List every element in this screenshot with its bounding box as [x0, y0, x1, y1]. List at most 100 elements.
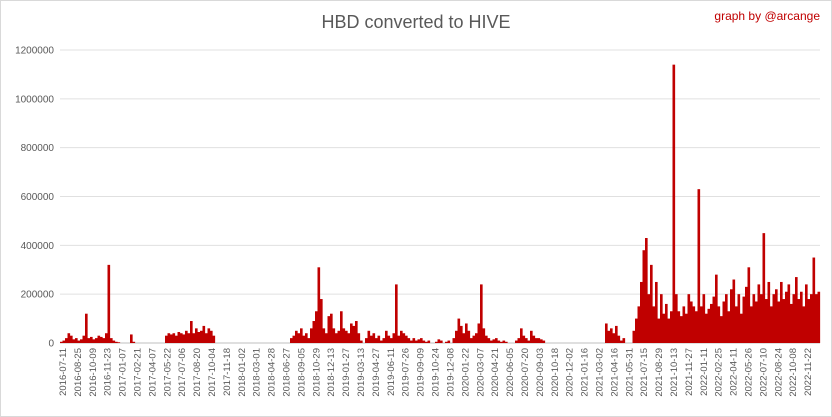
bar	[632, 330, 636, 343]
bar	[70, 335, 73, 343]
bar	[455, 330, 458, 343]
bar	[112, 340, 116, 343]
x-tick-label: 2022-05-26	[744, 348, 755, 397]
x-tick-label: 2019-12-08	[446, 348, 457, 397]
bar	[780, 281, 783, 343]
x-tick-label: 2020-03-07	[475, 348, 486, 397]
bar	[372, 333, 376, 343]
bar	[672, 64, 676, 344]
bar	[615, 325, 618, 343]
bar	[765, 299, 768, 343]
bar	[92, 339, 96, 343]
bar	[702, 294, 706, 343]
x-tick-label: 2022-08-24	[773, 348, 784, 397]
bar	[295, 330, 298, 343]
x-tick-label: 2022-11-22	[803, 348, 814, 396]
x-tick-label: 2016-07-11	[58, 348, 69, 396]
bar	[342, 328, 346, 343]
bar	[505, 341, 508, 343]
bar	[695, 311, 698, 343]
bar	[527, 340, 531, 343]
bar	[205, 333, 208, 343]
bar	[87, 338, 91, 343]
bar	[367, 330, 371, 343]
bar	[707, 308, 711, 343]
x-tick-label: 2020-04-21	[490, 348, 501, 397]
bar	[167, 333, 171, 343]
bar	[95, 338, 98, 343]
y-tick-label: 0	[48, 339, 54, 350]
bar	[690, 301, 693, 343]
x-tick-label: 2019-06-11	[386, 348, 397, 396]
bar	[607, 330, 611, 343]
bar	[60, 341, 63, 343]
bar	[320, 299, 323, 343]
x-tick-label: 2018-12-13	[326, 348, 337, 397]
bar	[542, 340, 546, 343]
bar	[485, 335, 488, 343]
bar	[202, 325, 206, 343]
x-tick-label: 2022-07-10	[758, 348, 769, 397]
bar	[622, 338, 626, 343]
bar	[515, 340, 518, 343]
bar	[640, 281, 643, 343]
x-tick-label: 2021-10-13	[669, 348, 680, 397]
bar	[97, 335, 101, 343]
bar	[177, 332, 181, 343]
bar	[530, 330, 533, 343]
bar	[502, 340, 506, 343]
bar	[657, 318, 661, 343]
bar	[742, 296, 746, 343]
bar	[692, 306, 696, 344]
bar	[760, 294, 763, 343]
bar	[635, 318, 638, 343]
x-tick-label: 2018-04-28	[267, 348, 278, 397]
bar	[472, 335, 476, 343]
bar	[392, 333, 396, 343]
bar	[792, 294, 796, 343]
chart-title: HBD converted to HIVE	[321, 12, 511, 32]
bar	[495, 338, 498, 343]
bar	[80, 339, 83, 343]
bar	[605, 323, 608, 343]
x-tick-label: 2021-08-29	[654, 348, 665, 397]
x-tick-label: 2022-10-08	[788, 348, 799, 397]
bar	[652, 306, 656, 344]
bar	[165, 335, 168, 343]
bar	[105, 333, 108, 343]
x-tick-label: 2018-06-27	[282, 348, 293, 397]
bar	[537, 338, 541, 343]
x-tick-label: 2017-04-07	[147, 348, 158, 397]
bar	[477, 323, 481, 343]
bar	[327, 316, 331, 343]
bar	[710, 303, 713, 343]
bar	[410, 340, 413, 343]
bar	[415, 340, 418, 343]
bar	[440, 340, 443, 343]
bar	[675, 294, 678, 343]
bar	[790, 303, 793, 343]
x-tick-label: 2019-04-27	[371, 348, 382, 397]
x-tick-label: 2021-11-27	[684, 348, 695, 396]
bar	[400, 330, 403, 343]
bar	[195, 328, 198, 343]
bar	[402, 333, 406, 343]
x-tick-label: 2017-11-18	[222, 348, 233, 396]
bar	[727, 311, 731, 343]
bar	[437, 339, 441, 343]
bar	[725, 294, 728, 343]
bar	[302, 335, 306, 343]
bar	[352, 325, 356, 343]
bar	[655, 281, 658, 343]
bar	[670, 311, 673, 343]
x-tick-label: 2021-07-15	[639, 348, 650, 397]
bar	[67, 333, 71, 343]
bar	[310, 328, 313, 343]
bar	[737, 294, 741, 343]
bar	[677, 311, 681, 343]
x-tick-label: 2022-04-11	[729, 348, 740, 396]
bar	[482, 328, 486, 343]
bar	[62, 340, 66, 343]
